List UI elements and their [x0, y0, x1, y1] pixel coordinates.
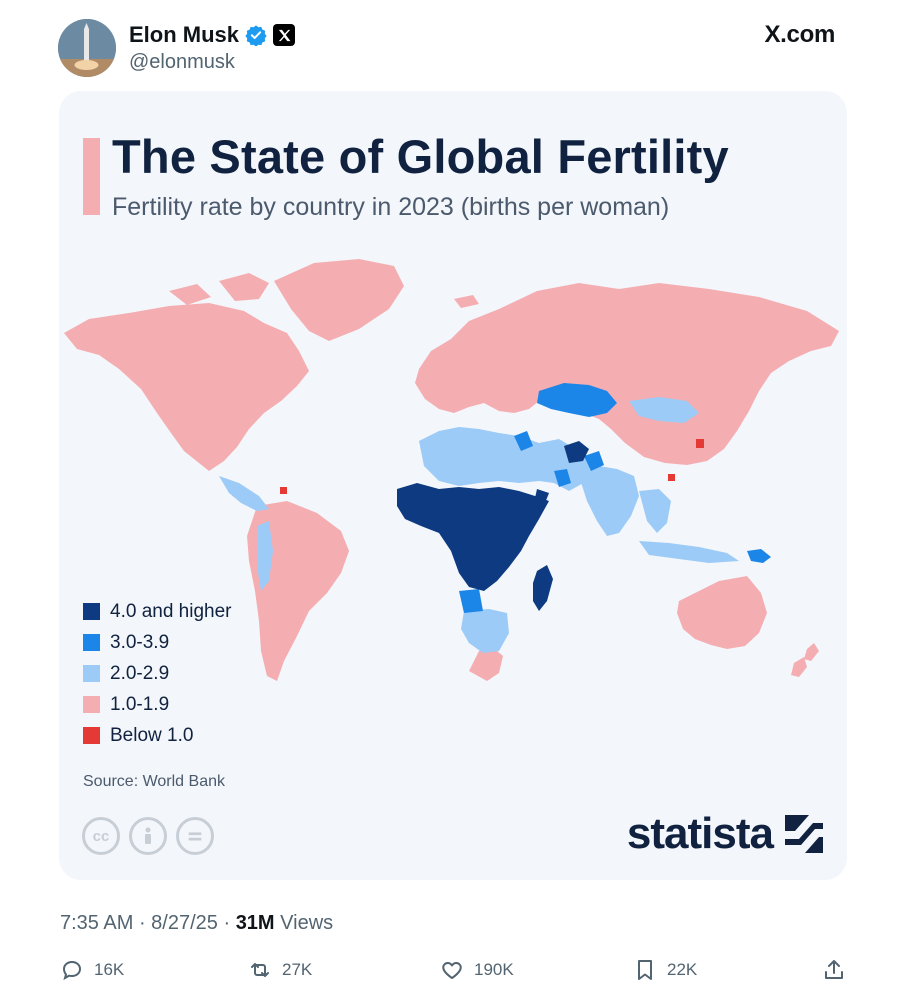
title-accent-bar	[83, 138, 100, 215]
legend-swatch	[83, 634, 100, 651]
attribution-icon	[129, 817, 167, 855]
legend-swatch	[83, 603, 100, 620]
action-bar: 16K 27K 190K 22K	[58, 958, 848, 990]
hong-kong-macau-mark	[668, 474, 675, 481]
source-label: X.com	[764, 21, 835, 48]
tweet-meta: 7:35 AM · 8/27/25 · 31M Views	[60, 912, 333, 935]
legend-label: 3.0-3.9	[110, 631, 170, 653]
views-count: 31M	[235, 912, 275, 934]
license-icons: cc	[82, 817, 214, 855]
legend-label: Below 1.0	[110, 724, 194, 746]
like-icon	[442, 962, 462, 979]
x-logo-icon	[273, 24, 296, 46]
south-korea-mark	[696, 439, 704, 448]
tweet-time[interactable]: 7:35 AM	[60, 912, 134, 934]
legend-item: Below 1.0	[83, 720, 232, 751]
share-icon	[825, 960, 843, 979]
legend-item: 4.0 and higher	[83, 596, 232, 627]
world-map	[64, 259, 839, 681]
card-subtitle: Fertility rate by country in 2023 (birth…	[112, 193, 670, 221]
map-legend: 4.0 and higher 3.0-3.9 2.0-2.9 1.0-1.9 B…	[83, 596, 232, 751]
bookmark-count: 22K	[667, 960, 698, 979]
cc-icon: cc	[82, 817, 120, 855]
bookmark-icon	[638, 960, 652, 980]
tweet-date[interactable]: 8/27/25	[151, 912, 218, 934]
card-title: The State of Global Fertility	[112, 130, 729, 183]
low-fertility-regions	[64, 259, 839, 681]
avatar[interactable]	[58, 19, 116, 77]
legend-item: 2.0-2.9	[83, 658, 232, 689]
author-name[interactable]: Elon Musk	[129, 22, 240, 47]
bookmark-button[interactable]: 22K	[633, 958, 697, 982]
statista-wordmark: statista	[626, 809, 774, 858]
legend-label: 2.0-2.9	[110, 662, 170, 684]
repost-button[interactable]: 27K	[248, 958, 312, 982]
very-low-fertility-regions	[280, 439, 704, 494]
reply-count: 16K	[94, 960, 125, 979]
high-fertility-regions	[419, 383, 771, 613]
legend-swatch	[83, 665, 100, 682]
views-label: Views	[280, 912, 334, 934]
medium-fertility-regions	[219, 397, 739, 653]
puerto-rico-mark	[280, 487, 287, 494]
data-source-note: Source: World Bank	[83, 773, 225, 790]
legend-swatch	[83, 727, 100, 744]
infographic-card[interactable]: The State of Global Fertility Fertility …	[59, 91, 847, 880]
verified-badge-icon	[245, 24, 267, 47]
reply-icon	[62, 960, 82, 981]
legend-swatch	[83, 696, 100, 713]
repost-icon	[251, 963, 269, 977]
like-button[interactable]: 190K	[440, 958, 514, 982]
author-handle[interactable]: @elonmusk	[129, 51, 235, 73]
share-button[interactable]	[822, 958, 846, 982]
legend-label: 1.0-1.9	[110, 693, 170, 715]
statista-logo: statista	[627, 809, 823, 859]
meta-separator: ·	[138, 912, 152, 934]
legend-label: 4.0 and higher	[110, 600, 232, 622]
meta-separator: ·	[223, 912, 236, 934]
legend-item: 3.0-3.9	[83, 627, 232, 658]
very-high-fertility-regions	[397, 441, 589, 611]
no-derivatives-icon	[176, 817, 214, 855]
reply-button[interactable]: 16K	[60, 958, 124, 982]
statista-mark-icon	[785, 815, 823, 853]
repost-count: 27K	[282, 960, 313, 979]
legend-item: 1.0-1.9	[83, 689, 232, 720]
like-count: 190K	[474, 960, 514, 979]
